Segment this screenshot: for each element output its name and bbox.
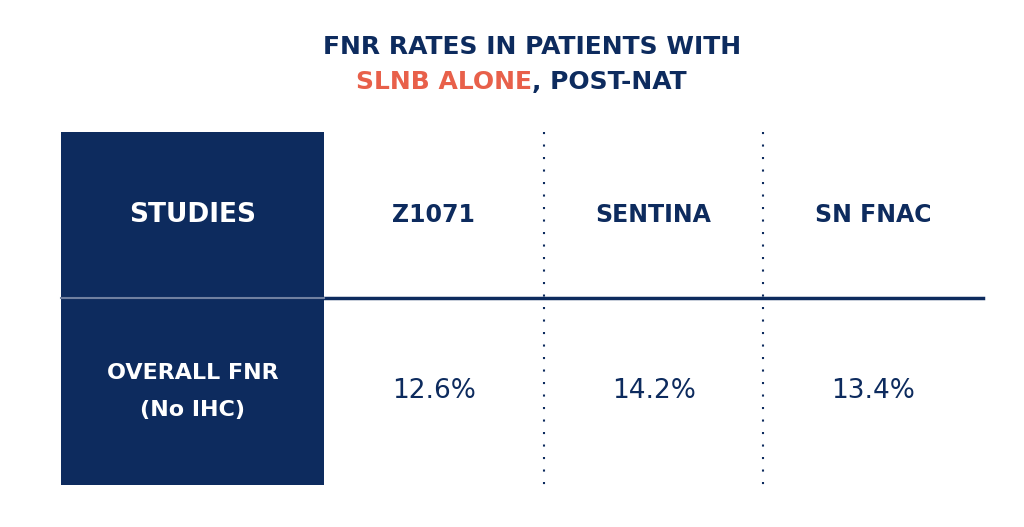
Text: , POST-NAT: , POST-NAT <box>532 70 687 94</box>
Text: Z1071: Z1071 <box>392 203 475 227</box>
Text: SN FNAC: SN FNAC <box>815 203 932 227</box>
Text: 13.4%: 13.4% <box>831 378 915 404</box>
Text: SLNB ALONE: SLNB ALONE <box>356 70 532 94</box>
Text: SENTINA: SENTINA <box>596 203 712 227</box>
Text: STUDIES: STUDIES <box>129 202 256 228</box>
Text: OVERALL FNR: OVERALL FNR <box>106 363 279 383</box>
Text: 14.2%: 14.2% <box>611 378 695 404</box>
Text: FNR RATES IN PATIENTS WITH: FNR RATES IN PATIENTS WITH <box>324 35 741 60</box>
FancyBboxPatch shape <box>61 298 324 485</box>
Text: (No IHC): (No IHC) <box>140 399 246 419</box>
Text: 12.6%: 12.6% <box>392 378 476 404</box>
FancyBboxPatch shape <box>61 132 324 298</box>
